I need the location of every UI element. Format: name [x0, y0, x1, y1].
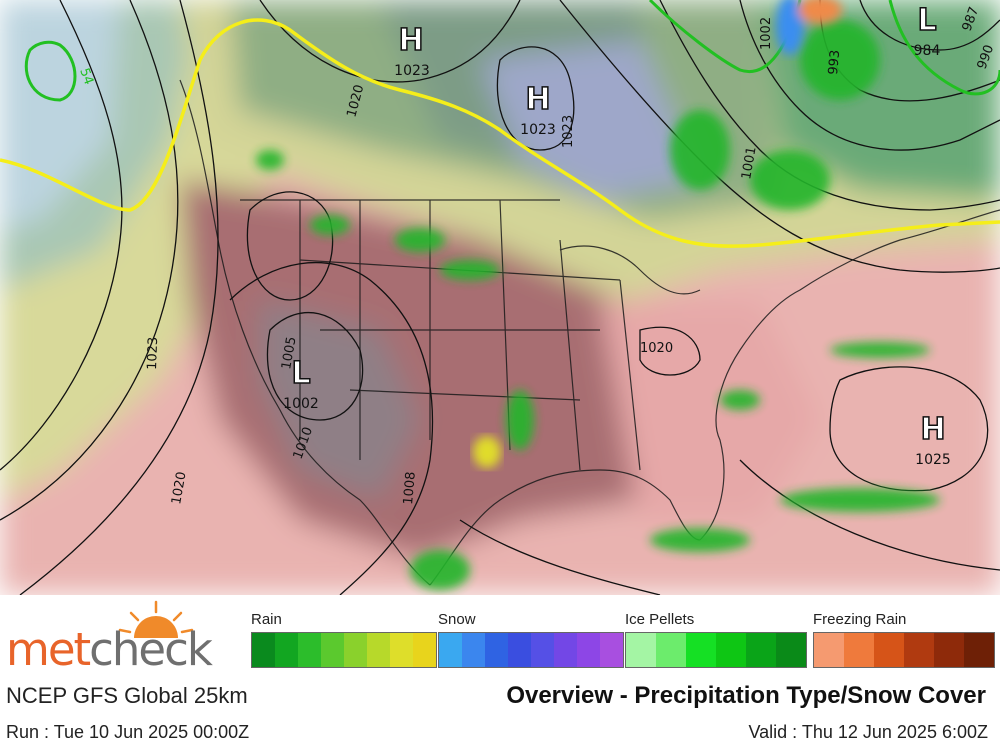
legend-swatch [844, 633, 874, 667]
isobar-label: 1023 [561, 115, 576, 148]
logo-part-met: met [6, 623, 91, 676]
legend-snow: Snow [438, 610, 624, 668]
high-value: 1023 [520, 122, 556, 138]
legend-swatch [716, 633, 746, 667]
legend-swatch [531, 633, 554, 667]
logo-part-check: check [89, 623, 213, 676]
legend-swatch [934, 633, 964, 667]
low-symbol: L [291, 356, 310, 391]
sun-icon [118, 600, 194, 638]
legend-swatch [577, 633, 600, 667]
isobar-label: 993 [826, 49, 843, 75]
legend-swatch [686, 633, 716, 667]
precipitation [256, 20, 940, 590]
legend-swatch [600, 633, 623, 667]
legend-snow-bar [438, 632, 624, 668]
legend-swatch [439, 633, 462, 667]
high-center: H 1023 [394, 22, 430, 79]
legend-swatch [275, 633, 298, 667]
isobar-label: 54 [76, 66, 96, 87]
legend-swatch [367, 633, 390, 667]
legend-swatch [874, 633, 904, 667]
snow-patches [776, 0, 842, 55]
low-center: L 1002 [283, 355, 319, 412]
high-value: 1023 [394, 63, 430, 79]
pressure-centers: H 1023 H 1023 H 1025 L 984 L 1002 [283, 2, 951, 468]
high-center: H 1025 [915, 411, 951, 468]
isobar-label: 1001 [739, 145, 760, 180]
isobar-label: 1023 [145, 337, 161, 371]
legend-swatch [904, 633, 934, 667]
high-symbol: H [398, 23, 423, 58]
legend-swatch [626, 633, 656, 667]
isobar-label: 1005 [279, 335, 300, 370]
legend-swatch [321, 633, 344, 667]
legend-rain-bar [251, 632, 437, 668]
freezing-level-line [0, 18, 1000, 248]
low-value: 984 [914, 43, 941, 59]
high-symbol: H [920, 412, 945, 447]
metcheck-logo: metcheck [6, 623, 213, 676]
model-name: NCEP GFS Global 25km [6, 683, 248, 708]
heavy-rain-patch [473, 436, 501, 468]
low-center: L 984 [914, 2, 941, 59]
legend-swatch [964, 633, 994, 667]
legend-swatch [554, 633, 577, 667]
high-value: 1025 [915, 452, 951, 468]
isobar-label: 1002 [759, 17, 774, 50]
legend-swatch [298, 633, 321, 667]
legend-swatch [746, 633, 776, 667]
legend-swatch [776, 633, 806, 667]
isobar-label: 1020 [169, 470, 190, 505]
legend-swatch [252, 633, 275, 667]
legend-freezing-label: Freezing Rain [813, 611, 907, 628]
weather-map: 1020 1023 1020 1005 1008 1010 1020 1023 … [0, 0, 1000, 595]
high-center: H 1023 [520, 81, 556, 138]
low-value: 1002 [283, 396, 319, 412]
legend-freezing: Freezing Rain [813, 610, 995, 668]
legend-swatch [814, 633, 844, 667]
legend-ice: Ice Pellets [625, 610, 807, 668]
legend-swatch [508, 633, 531, 667]
low-symbol: L [917, 3, 936, 38]
valid-time: Valid : Thu 12 Jun 2025 6:00Z [748, 722, 988, 742]
legend-swatch [485, 633, 508, 667]
legend-swatch [656, 633, 686, 667]
legend-rain-label: Rain [251, 611, 282, 628]
run-time: Run : Tue 10 Jun 2025 00:00Z [6, 722, 250, 742]
isobar-label: 1008 [401, 471, 419, 505]
high-symbol: H [525, 82, 550, 117]
legend-ice-bar [625, 632, 807, 668]
legend-rain: Rain [251, 610, 437, 668]
legend-swatch [344, 633, 367, 667]
legend-freezing-bar [813, 632, 995, 668]
legend-snow-label: Snow [438, 611, 476, 628]
chart-title: Overview - Precipitation Type/Snow Cover [506, 682, 986, 709]
isobar-label: 1020 [640, 341, 673, 356]
legend-swatch [390, 633, 413, 667]
legend-ice-label: Ice Pellets [625, 611, 695, 628]
legend-swatch [413, 633, 436, 667]
legend-swatch [462, 633, 485, 667]
